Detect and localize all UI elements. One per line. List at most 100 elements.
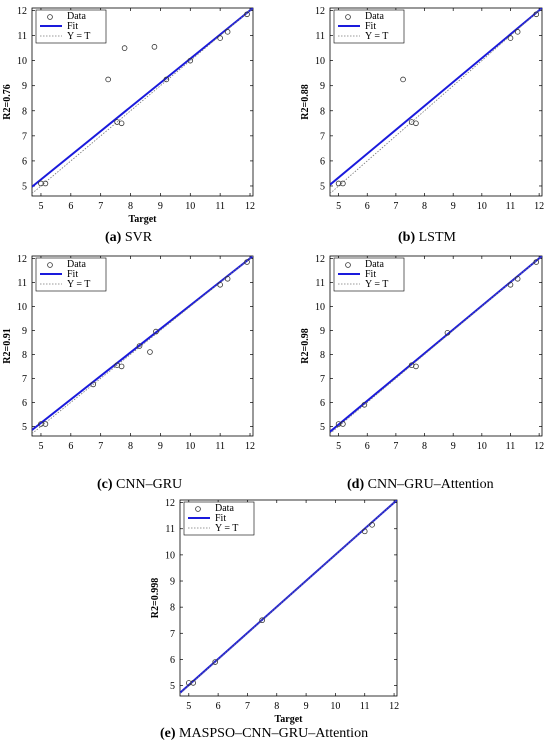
x-tick-label: 6 xyxy=(365,441,370,452)
data-point xyxy=(413,363,419,370)
data-point xyxy=(444,330,451,336)
y-tick-label: 12 xyxy=(17,6,27,17)
legend-label: Fit xyxy=(215,513,226,524)
x-tick-label: 10 xyxy=(477,201,487,212)
panel-lstm: 5 6 7 8 9 10 11 12 5 6 7 8 9 10 11 12 R2=0.88 Data Fit Y = … xyxy=(290,0,550,212)
identity-line xyxy=(32,256,253,434)
x-axis-label: Target xyxy=(275,714,304,725)
legend-label: Y = T xyxy=(67,31,90,42)
axes-frame xyxy=(31,255,254,437)
data-point xyxy=(105,76,111,83)
fit-line xyxy=(32,256,253,431)
plot-area xyxy=(330,256,542,434)
y-tick-label: 12 xyxy=(315,6,325,17)
identity-line xyxy=(330,8,542,194)
y-tick-label: 9 xyxy=(320,81,325,92)
data-point xyxy=(118,120,125,127)
y-tick-label: 7 xyxy=(320,374,325,385)
axes-frame xyxy=(329,255,543,437)
data-point xyxy=(185,680,192,686)
legend-label: Y = T xyxy=(365,31,388,42)
legend-label: Data xyxy=(67,11,86,22)
x-tick-label: 7 xyxy=(393,201,398,212)
scatter-plot-maspso: 5 6 7 8 9 10 11 12 5 6 7 8 9 10 11 12 Target R2=0.998 Data… xyxy=(150,498,399,725)
caption-svr: (a) SVR xyxy=(105,230,153,245)
axes-frame xyxy=(179,499,398,697)
x-tick-label: 9 xyxy=(158,441,163,452)
x-tick-label: 6 xyxy=(365,201,370,212)
x-tick-label: 12 xyxy=(245,441,255,452)
y-tick-label: 10 xyxy=(315,302,325,313)
panel-cnn-gru: 5 6 7 8 9 10 11 12 5 6 7 8 9 10 11 12 R2=0.91 Data Fit Y = … xyxy=(0,248,275,453)
plot-area xyxy=(180,500,397,694)
y-tick-label: 5 xyxy=(170,681,175,692)
x-tick-label: 9 xyxy=(158,201,163,212)
y-tick-label: 8 xyxy=(320,350,325,361)
caption-maspso: (e) MASPSO–CNN–GRU–Attention xyxy=(160,726,369,741)
x-tick-label: 8 xyxy=(128,441,133,452)
legend-data-marker xyxy=(47,262,53,268)
y-axis-label: R2=0.91 xyxy=(2,328,13,363)
x-tick-label: 8 xyxy=(128,201,133,212)
y-tick-label: 6 xyxy=(22,156,27,167)
x-tick-label: 11 xyxy=(506,201,516,212)
x-tick-label: 10 xyxy=(185,441,195,452)
data-point xyxy=(90,381,97,388)
x-tick-label: 11 xyxy=(506,441,516,452)
data-point xyxy=(259,617,265,624)
x-tick-label: 9 xyxy=(451,201,456,212)
identity-line xyxy=(330,256,542,434)
x-tick-label: 9 xyxy=(451,441,456,452)
y-axis-label: R2=0.98 xyxy=(300,328,311,363)
x-tick-label: 11 xyxy=(215,201,225,212)
legend-label: Y = T xyxy=(67,279,90,290)
data-point xyxy=(153,328,159,335)
x-tick-label: 6 xyxy=(68,441,73,452)
data-point xyxy=(42,421,49,427)
x-tick-label: 11 xyxy=(360,701,370,712)
data-point xyxy=(514,275,521,282)
legend-data-marker xyxy=(345,14,351,20)
legend-label: Data xyxy=(365,259,384,270)
data-point xyxy=(118,363,125,370)
data-point xyxy=(507,35,514,41)
y-tick-label: 8 xyxy=(22,106,27,117)
y-tick-label: 11 xyxy=(315,278,325,289)
data-point xyxy=(514,29,521,35)
y-tick-label: 6 xyxy=(170,655,175,666)
y-tick-label: 8 xyxy=(170,603,175,614)
y-tick-label: 12 xyxy=(315,254,325,265)
y-tick-label: 11 xyxy=(315,31,325,42)
fit-line xyxy=(330,8,542,186)
legend-label: Fit xyxy=(365,269,376,280)
data-point xyxy=(147,349,153,355)
x-tick-label: 7 xyxy=(98,201,103,212)
data-point xyxy=(507,281,514,288)
data-point xyxy=(340,180,346,187)
data-point xyxy=(212,659,218,665)
data-point xyxy=(136,343,143,349)
y-tick-label: 5 xyxy=(22,181,27,192)
y-tick-label: 11 xyxy=(17,31,27,42)
data-point xyxy=(190,680,196,686)
caption-cnn-gru: (c) CNN–GRU xyxy=(97,477,183,492)
plot-area xyxy=(330,8,542,194)
y-tick-label: 12 xyxy=(165,498,175,509)
data-point xyxy=(187,57,194,64)
y-tick-label: 7 xyxy=(22,374,27,385)
legend-label: Fit xyxy=(67,21,78,32)
x-tick-label: 11 xyxy=(215,441,225,452)
x-tick-label: 5 xyxy=(38,441,43,452)
data-point xyxy=(369,522,375,528)
y-tick-label: 5 xyxy=(320,181,325,192)
y-tick-label: 11 xyxy=(165,524,175,535)
y-tick-label: 5 xyxy=(320,422,325,433)
y-tick-label: 10 xyxy=(165,550,175,561)
y-tick-label: 9 xyxy=(170,577,175,588)
y-tick-label: 7 xyxy=(320,131,325,142)
y-tick-label: 12 xyxy=(17,254,27,265)
x-tick-label: 6 xyxy=(68,201,73,212)
y-tick-label: 9 xyxy=(22,81,27,92)
x-tick-label: 12 xyxy=(245,201,255,212)
